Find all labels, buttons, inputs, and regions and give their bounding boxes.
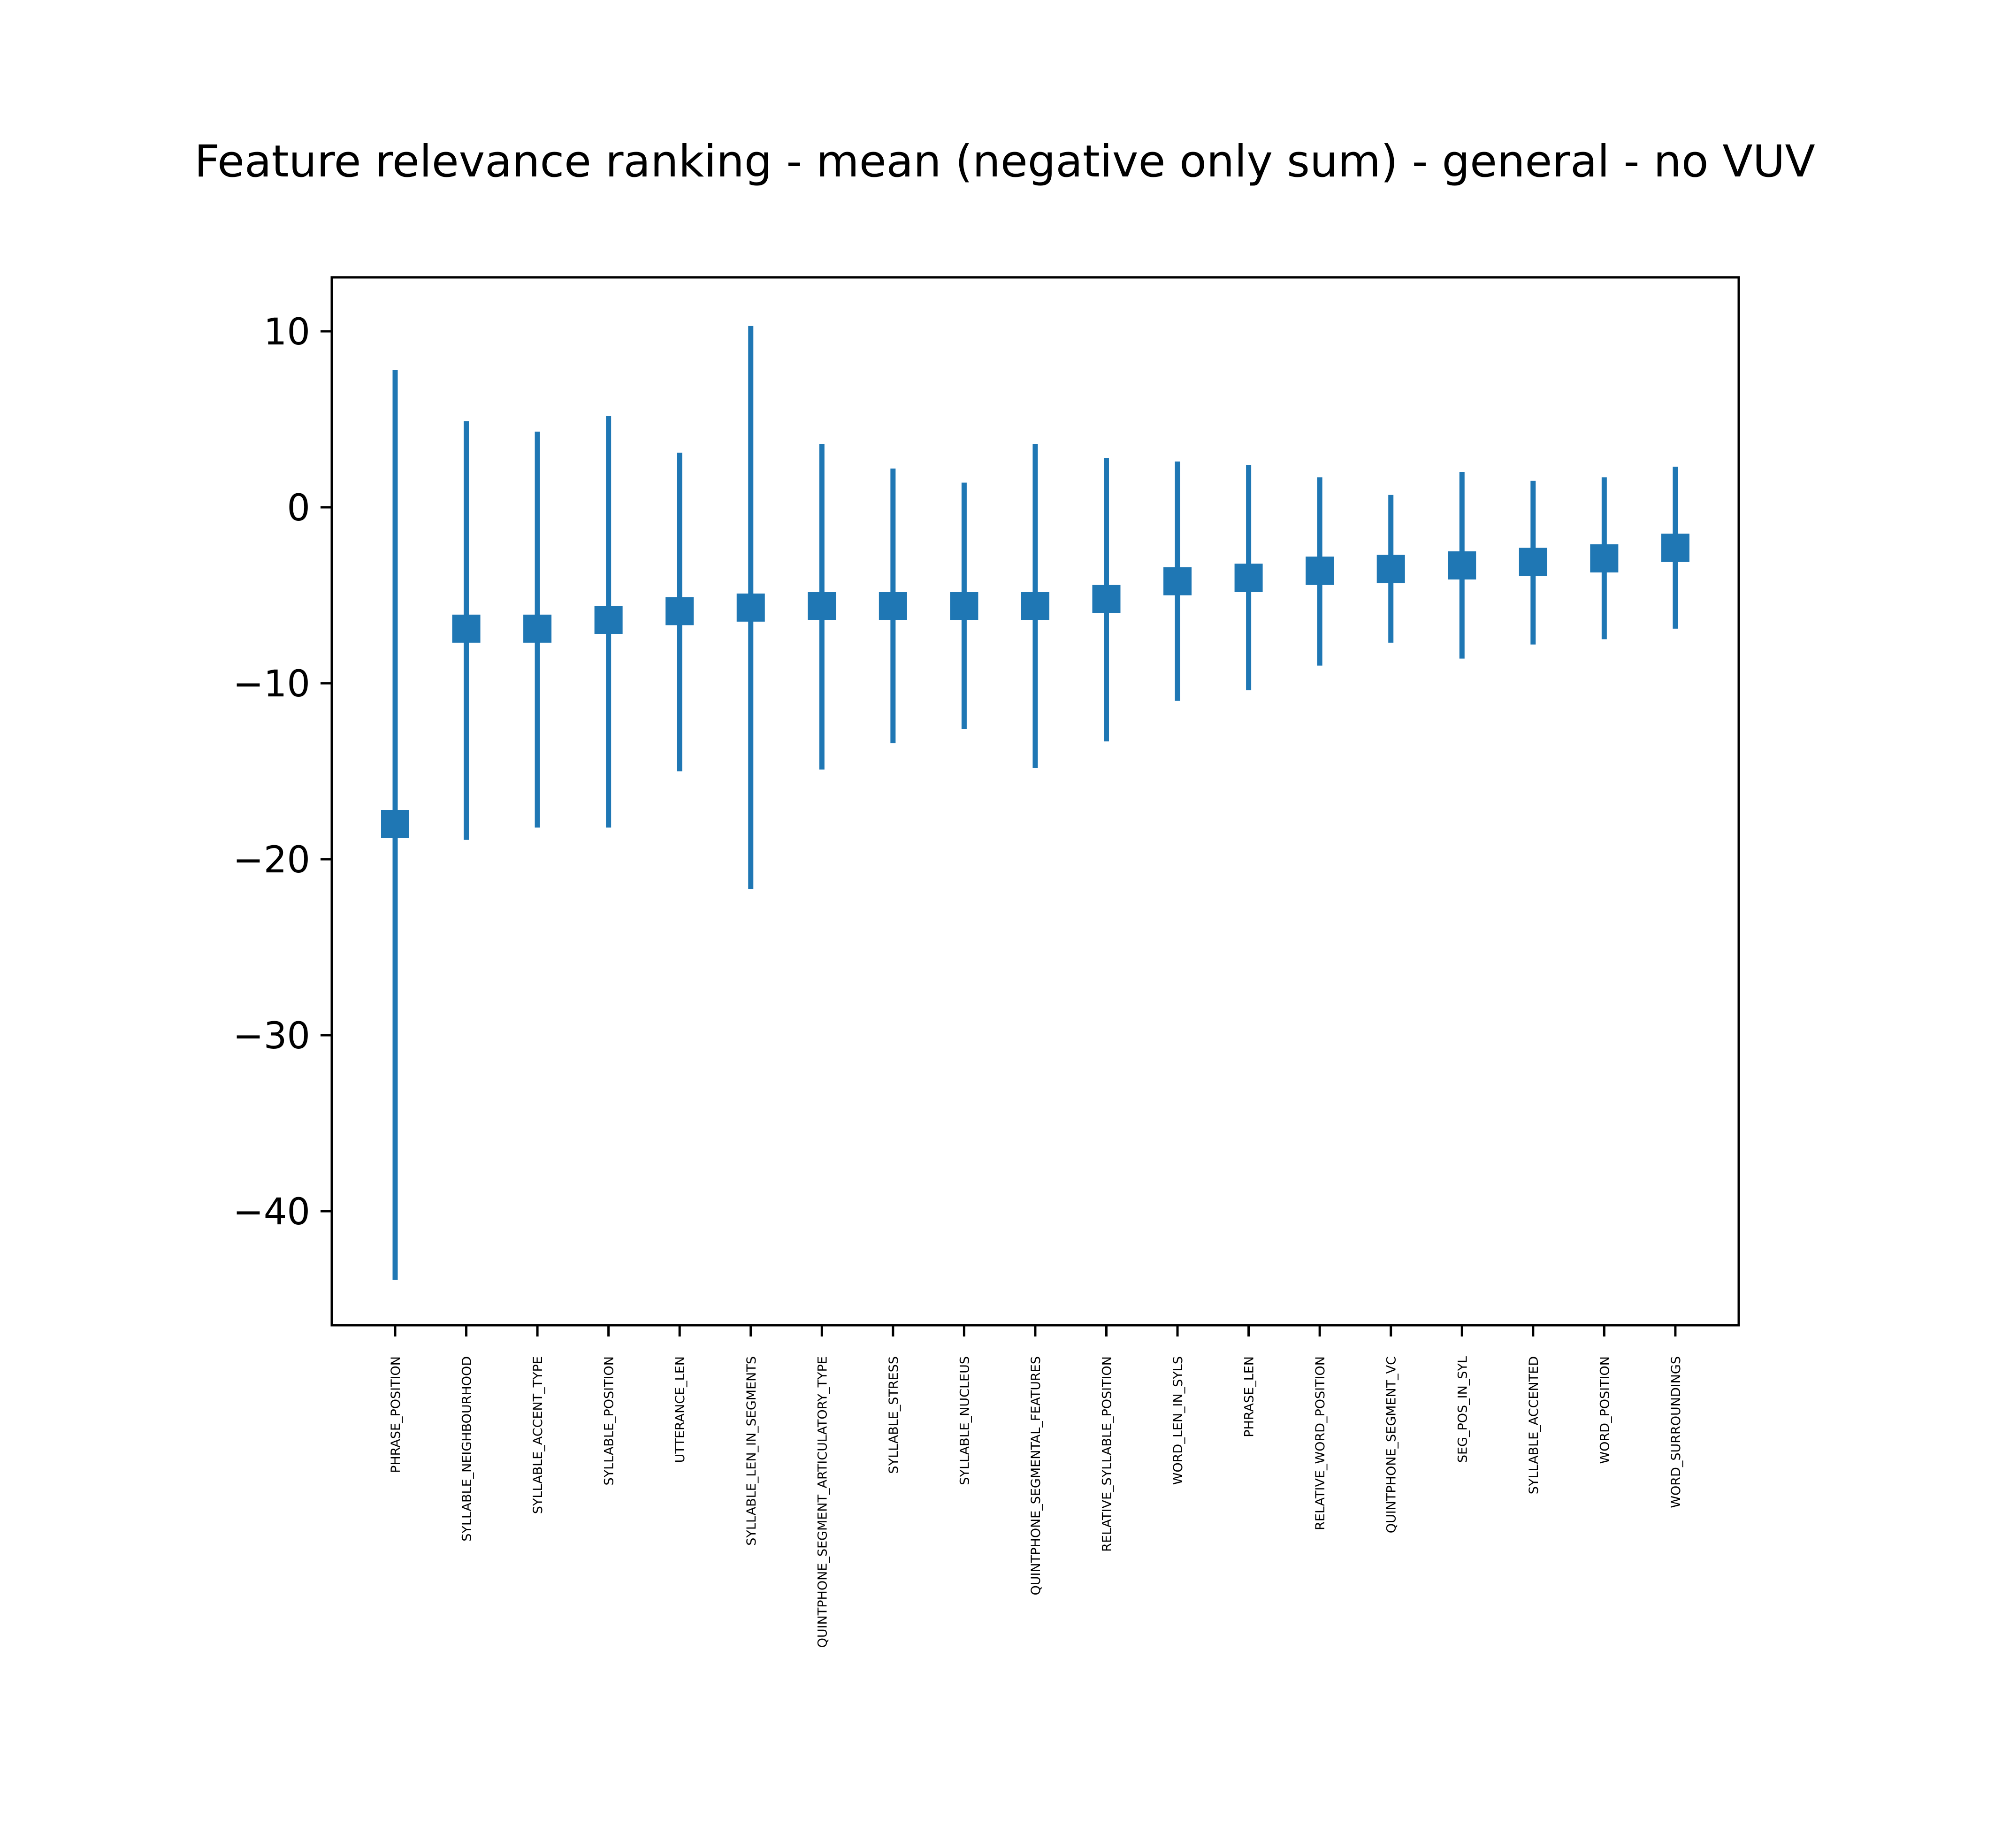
mean-marker [665, 597, 694, 626]
y-axis: 10 0 −10 −20 −30 −40 [233, 311, 332, 1233]
x-tick-label: WORD_POSITION [1597, 1356, 1612, 1464]
x-tick-label: SYLLABLE_STRESS [887, 1356, 901, 1474]
x-tick-label: SYLLABLE_LEN_IN_SEGMENTS [744, 1356, 759, 1546]
y-tick-label: 0 [287, 487, 310, 529]
plot-frame [330, 276, 1740, 1327]
mean-marker [1092, 585, 1121, 613]
x-axis: PHRASE_POSITION SYLLABLE_NEIGHBOURHOOD SYL… [389, 1325, 1683, 1648]
x-tick-label: UTTERANCE_LEN [673, 1356, 688, 1463]
x-tick-label: WORD_SURROUNDINGS [1669, 1356, 1683, 1508]
x-tick-label: QUINTPHONE_SEGMENT_VC [1384, 1356, 1399, 1533]
mean-marker [523, 614, 552, 643]
mean-marker [1306, 557, 1334, 585]
mean-marker [1661, 534, 1689, 562]
mean-marker [1448, 551, 1476, 580]
mean-marker [879, 592, 907, 620]
x-tick-label: PHRASE_POSITION [389, 1356, 403, 1473]
mean-marker [1021, 592, 1049, 620]
chart-title: Feature relevance ranking - mean (negati… [194, 136, 1815, 187]
error-series [381, 326, 1689, 1280]
mean-marker [1519, 548, 1547, 576]
x-tick-label: RELATIVE_SYLLABLE_POSITION [1100, 1356, 1115, 1552]
x-tick-label: SYLLABLE_ACCENTED [1527, 1356, 1541, 1494]
x-tick-label: QUINTPHONE_SEGMENTAL_FEATURES [1029, 1356, 1043, 1596]
x-tick-label: PHRASE_LEN [1242, 1356, 1257, 1437]
y-tick-label: −20 [233, 839, 310, 881]
mean-marker [736, 593, 765, 622]
mean-marker [1234, 564, 1263, 592]
x-tick-label: SYLLABLE_NUCLEUS [957, 1356, 972, 1485]
mean-marker [452, 614, 481, 643]
y-tick-label: −10 [233, 663, 310, 705]
mean-marker [1590, 544, 1619, 573]
mean-marker [381, 810, 409, 838]
x-tick-label: SYLLABLE_POSITION [602, 1356, 617, 1485]
x-tick-label: RELATIVE_WORD_POSITION [1313, 1356, 1328, 1530]
x-tick-label: SYLLABLE_NEIGHBOURHOOD [460, 1356, 474, 1542]
mean-marker [950, 592, 978, 620]
mean-marker [808, 592, 836, 620]
y-tick-label: −30 [233, 1015, 310, 1057]
mean-marker [594, 606, 623, 634]
mean-marker [1163, 567, 1192, 596]
x-tick-label: SYLLABLE_ACCENT_TYPE [531, 1356, 545, 1514]
x-tick-label: SEG_POS_IN_SYL [1455, 1356, 1470, 1463]
mean-marker [1376, 555, 1405, 583]
x-tick-label: WORD_LEN_IN_SYLS [1171, 1356, 1185, 1485]
x-tick-label: QUINTPHONE_SEGMENT_ARTICULATORY_TYPE [815, 1356, 830, 1648]
y-tick-label: 10 [264, 311, 310, 353]
y-tick-label: −40 [233, 1191, 310, 1233]
